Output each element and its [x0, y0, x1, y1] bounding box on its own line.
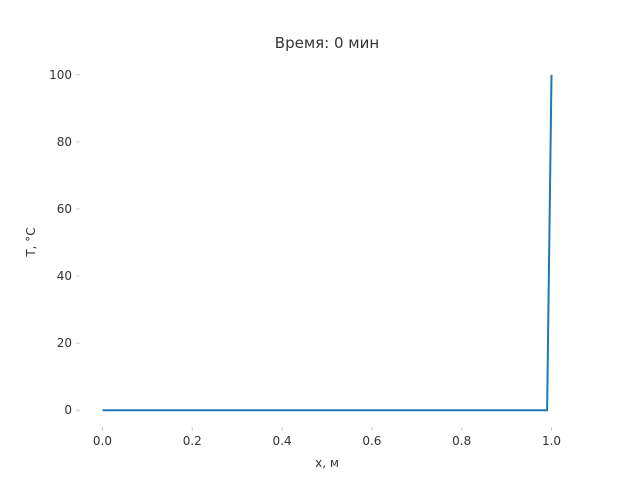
x-tick-label: 1.0: [542, 434, 561, 448]
y-tick-label: 60: [57, 202, 72, 216]
y-tick-label: 0: [64, 403, 72, 417]
x-tick-label: 0.4: [273, 434, 292, 448]
x-tick-label: 0.6: [362, 434, 381, 448]
x-axis-label: x, м: [315, 456, 339, 470]
temperature-profile-line: [102, 74, 553, 412]
y-tick-label: 40: [57, 269, 72, 283]
y-axis-label: T, °C: [24, 227, 38, 257]
x-tick-label: 0.0: [93, 434, 112, 448]
x-tick-label: 0.8: [452, 434, 471, 448]
y-tick-label: 20: [57, 336, 72, 350]
chart-title: Время: 0 мин: [275, 34, 379, 52]
y-axis: 0 20 40 60 80 100: [49, 68, 80, 417]
plot-area: [102, 74, 553, 412]
x-tick-label: 0.2: [183, 434, 202, 448]
y-tick-label: 80: [57, 135, 72, 149]
x-axis: 0.0 0.2 0.4 0.6 0.8 1.0: [93, 427, 561, 448]
y-tick-label: 100: [49, 68, 72, 82]
